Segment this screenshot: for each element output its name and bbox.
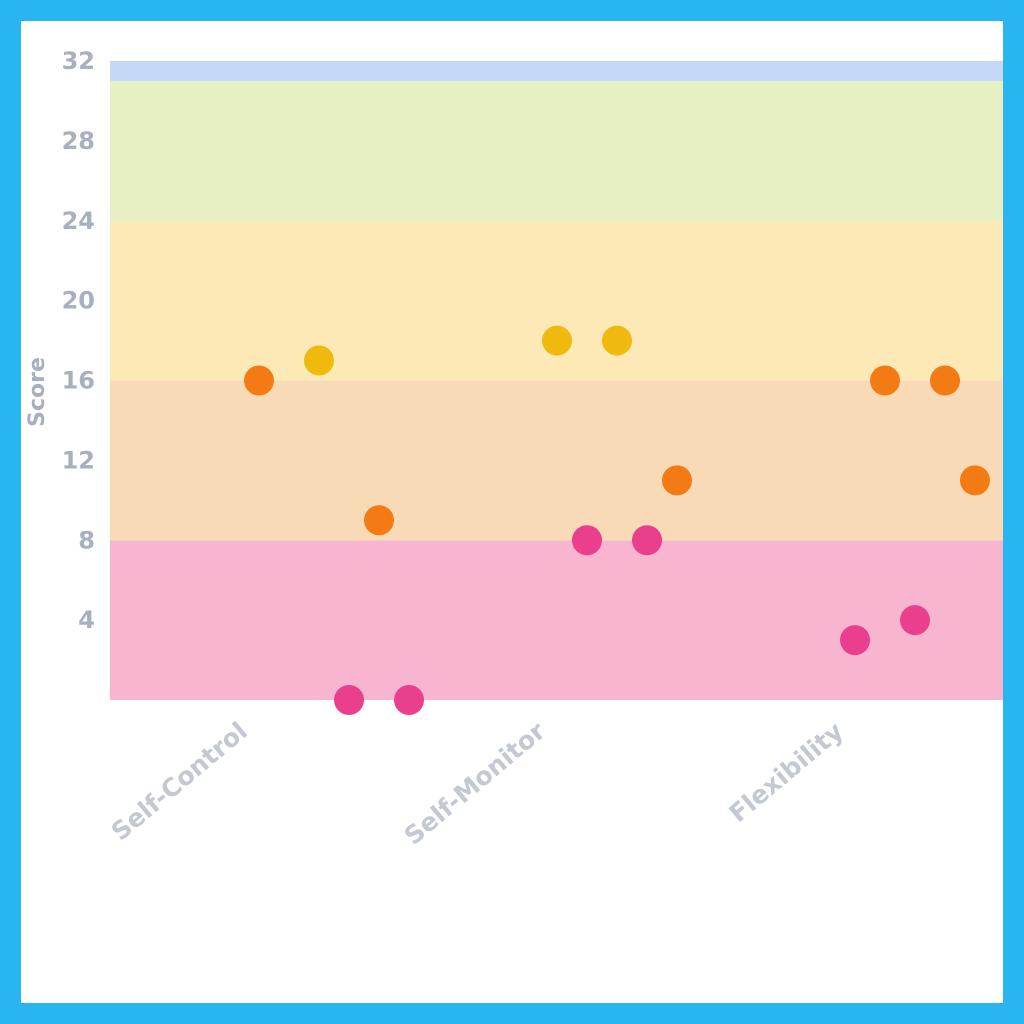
data-point: [334, 685, 364, 715]
y-tick-label: 16: [62, 367, 95, 395]
data-points: [244, 325, 990, 715]
data-point: [930, 365, 960, 396]
data-point: [304, 345, 334, 376]
y-tick-label: 24: [62, 207, 95, 235]
data-point: [602, 325, 632, 356]
data-point: [840, 625, 870, 656]
y-axis-label: Score: [25, 357, 50, 427]
data-point: [900, 605, 930, 636]
y-tick-label: 28: [62, 127, 95, 155]
data-point: [870, 365, 900, 396]
score-band-0: [110, 540, 1003, 700]
chart-frame: 4 8 12 16 20 24 28 32 Self-Control Self-Monitor F…: [21, 21, 1003, 1003]
data-point: [572, 525, 602, 556]
score-band-3: [110, 80, 1003, 221]
y-tick-label: 20: [62, 287, 95, 315]
y-tick-label: 32: [62, 47, 95, 75]
score-band-1: [110, 380, 1003, 541]
data-point: [662, 465, 692, 496]
y-tick-label: 4: [78, 606, 95, 634]
x-category-label: Flexibility: [724, 716, 849, 828]
y-axis-ticks: 4 8 12 16 20 24 28 32: [62, 47, 95, 634]
y-tick-label: 8: [78, 526, 95, 554]
data-point: [542, 325, 572, 356]
data-point: [394, 685, 424, 715]
score-band-2: [110, 220, 1003, 381]
x-category-label: Self-Monitor: [399, 716, 552, 851]
data-point: [960, 465, 990, 496]
x-category-label: Self-Control: [106, 716, 253, 846]
score-scatter-chart: 4 8 12 16 20 24 28 32 Self-Control Self-Monitor F…: [25, 47, 1003, 851]
data-point: [632, 525, 662, 556]
data-point: [364, 505, 394, 536]
y-tick-label: 12: [62, 446, 95, 474]
data-point: [244, 365, 274, 396]
score-band-4: [110, 61, 1003, 81]
score-bands: [110, 61, 1003, 700]
